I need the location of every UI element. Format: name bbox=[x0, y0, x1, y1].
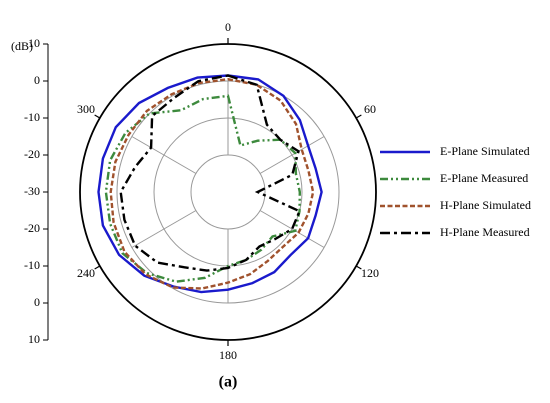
theta-tick bbox=[94, 114, 101, 119]
legend-label: H-Plane Simulated bbox=[440, 198, 531, 212]
r-tick-label: -20 bbox=[24, 147, 40, 161]
theta-tick-label: 240 bbox=[77, 266, 95, 280]
caption: (a) bbox=[219, 374, 238, 391]
r-tick-label: 10 bbox=[28, 36, 40, 50]
r-tick-label: -30 bbox=[24, 184, 40, 198]
legend-label: E-Plane Simulated bbox=[440, 144, 530, 158]
theta-tick-label: 120 bbox=[361, 266, 379, 280]
r-tick-label: -20 bbox=[24, 221, 40, 235]
r-tick-label: -10 bbox=[24, 110, 40, 124]
grid-circle bbox=[190, 154, 266, 230]
theta-tick-label: 0 bbox=[225, 20, 231, 34]
spoke bbox=[131, 136, 197, 174]
theta-tick bbox=[355, 265, 362, 270]
r-tick-label: 10 bbox=[28, 332, 40, 346]
r-tick-label: 0 bbox=[34, 73, 40, 87]
series-line bbox=[109, 77, 315, 290]
spoke bbox=[131, 210, 197, 248]
spoke bbox=[259, 136, 325, 174]
theta-tick bbox=[94, 265, 101, 270]
legend-label: E-Plane Measured bbox=[440, 171, 528, 185]
spoke bbox=[259, 210, 325, 248]
theta-tick-label: 300 bbox=[77, 102, 95, 116]
series-line bbox=[104, 94, 302, 283]
theta-tick bbox=[355, 114, 362, 119]
radial-unit: (dB) bbox=[11, 39, 33, 53]
theta-tick-label: 180 bbox=[219, 348, 237, 362]
r-tick-label: -10 bbox=[24, 258, 40, 272]
r-tick-label: 0 bbox=[34, 295, 40, 309]
series-line bbox=[97, 74, 323, 294]
legend-label: H-Plane Measured bbox=[440, 225, 530, 239]
theta-tick-label: 60 bbox=[364, 102, 376, 116]
series-line bbox=[119, 74, 302, 272]
